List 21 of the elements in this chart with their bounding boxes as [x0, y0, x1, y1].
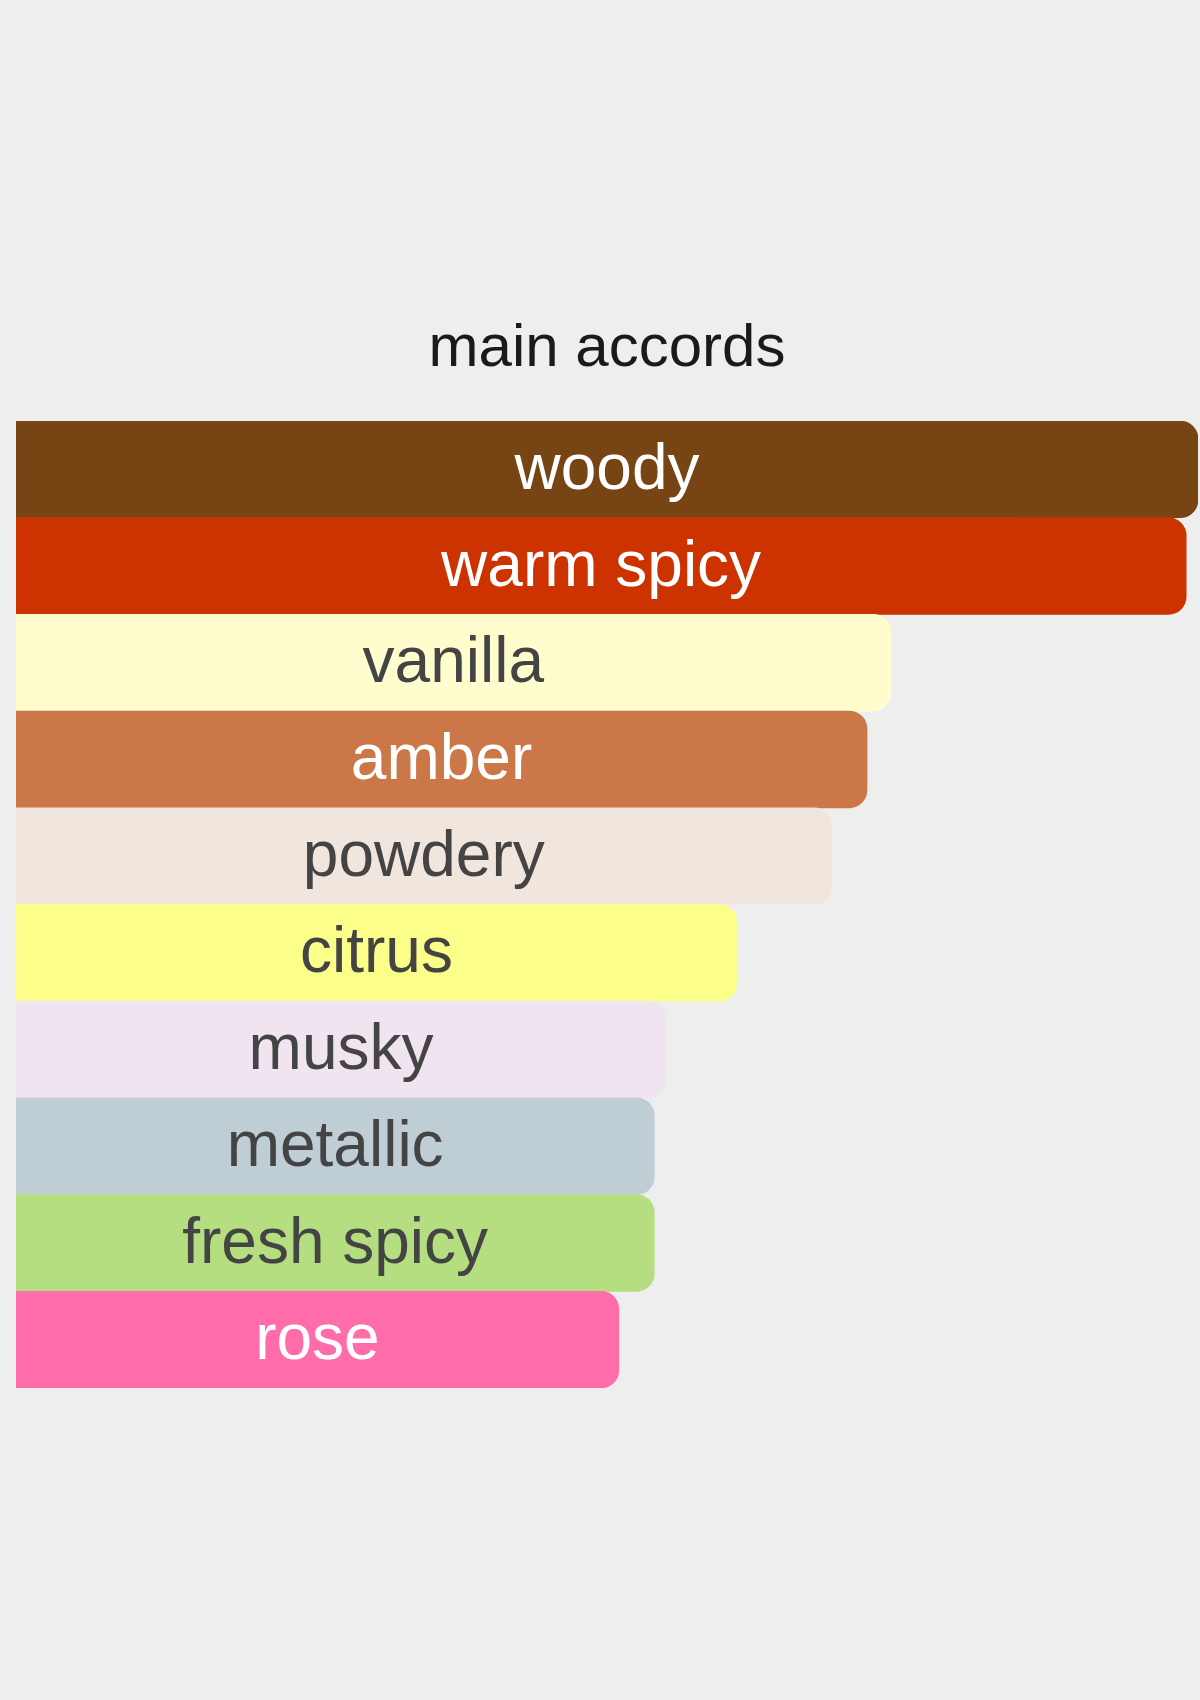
bar [16, 1290, 620, 1388]
bar [16, 517, 1187, 615]
y-tick-label: rose [255, 1301, 380, 1374]
y-tick-label: fresh spicy [182, 1204, 489, 1277]
bar [16, 1000, 667, 1099]
y-tick-label: warm spicy [440, 527, 762, 600]
chart-title: main accords [428, 311, 786, 379]
bar [16, 421, 1198, 519]
y-tick-label: musky [248, 1011, 434, 1084]
bar [16, 614, 892, 712]
y-tick-label: woody [513, 430, 700, 503]
y-tick-label: vanilla [362, 624, 545, 697]
bar [16, 807, 832, 905]
y-tick-label: amber [350, 721, 533, 794]
y-tick-label: citrus [300, 914, 453, 987]
bar [16, 1194, 655, 1292]
bar [16, 710, 868, 809]
bar [16, 1097, 655, 1195]
y-tick-label: metallic [226, 1107, 444, 1180]
bar [16, 904, 738, 1002]
y-tick-label: powdery [302, 817, 545, 890]
